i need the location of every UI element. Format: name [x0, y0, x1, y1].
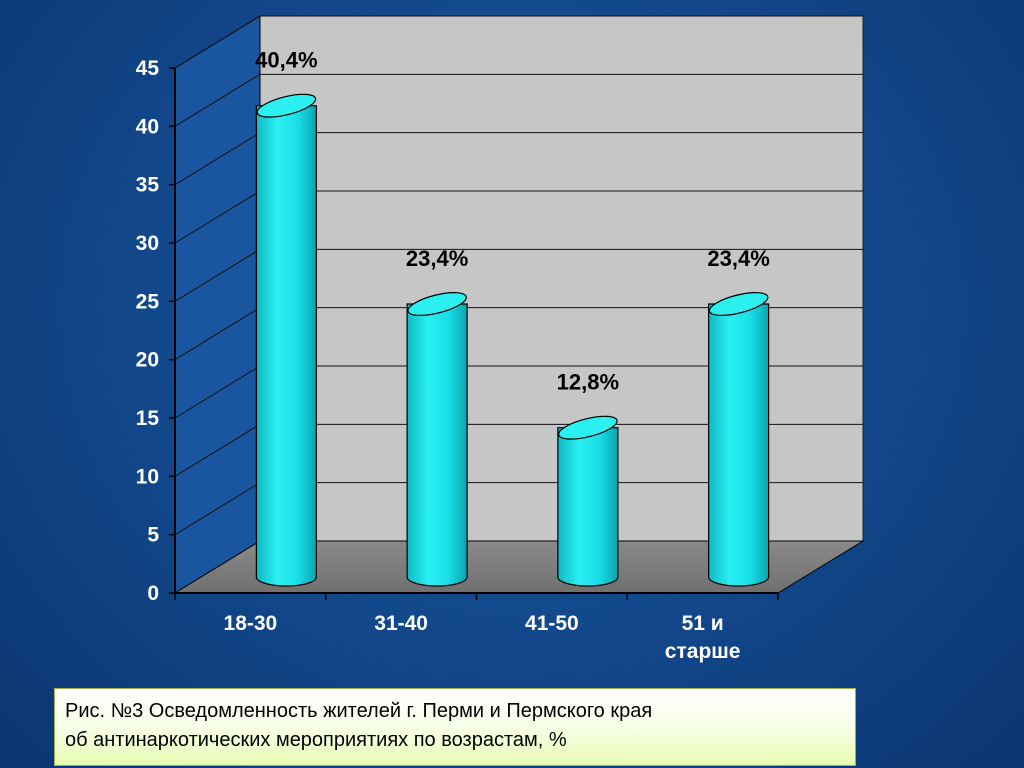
y-tick-label: 20: [136, 349, 159, 372]
bar-body: [708, 303, 770, 587]
y-tick-label: 45: [136, 57, 160, 80]
gridline-depth: [174, 132, 261, 186]
y-tick-label: 35: [136, 174, 160, 197]
data-label: 23,4%: [707, 246, 769, 271]
gridline-depth: [174, 423, 261, 477]
x-category-label: 18-30: [224, 612, 278, 635]
data-label: 23,4%: [406, 246, 468, 271]
caption-line-1: Рис. №3 Осведомленность жителей г. Перми…: [65, 700, 653, 722]
gridline-depth: [174, 248, 261, 302]
y-tick-label: 40: [136, 115, 159, 138]
gridline-depth: [174, 15, 261, 69]
gridline-depth: [174, 365, 261, 419]
x-category-label: 41-50: [525, 612, 579, 635]
gridline-depth: [174, 482, 261, 536]
y-tick-label: 5: [147, 524, 159, 547]
figure-caption: Рис. №3 Осведомленность жителей г. Перми…: [54, 688, 856, 766]
bar-top: [256, 93, 317, 118]
gridline-depth: [174, 73, 261, 127]
y-tick-label: 10: [136, 465, 159, 488]
bar-top: [407, 292, 467, 316]
bar: [708, 292, 770, 587]
gridline-depth: [174, 307, 261, 361]
y-tick-label: 0: [147, 582, 159, 605]
bar: [557, 415, 619, 587]
gridline-depth: [174, 190, 261, 244]
side-wall: [174, 15, 261, 594]
x-category-label: 31-40: [374, 612, 428, 635]
bar-body: [406, 303, 468, 587]
data-label: 12,8%: [557, 370, 619, 395]
bar-top: [558, 415, 618, 440]
x-category-label: 51 и старше: [665, 612, 741, 663]
bar-body: [557, 427, 619, 587]
y-tick-label: 30: [136, 232, 159, 255]
bar-body: [255, 105, 317, 587]
bar: [255, 93, 317, 587]
y-tick-label: 15: [136, 407, 160, 430]
bar-top: [708, 292, 769, 316]
caption-line-2: об антинаркотических мероприятиях по воз…: [65, 729, 567, 751]
y-tick-label: 25: [136, 290, 160, 313]
data-label: 40,4%: [255, 48, 317, 73]
bar: [406, 292, 468, 587]
